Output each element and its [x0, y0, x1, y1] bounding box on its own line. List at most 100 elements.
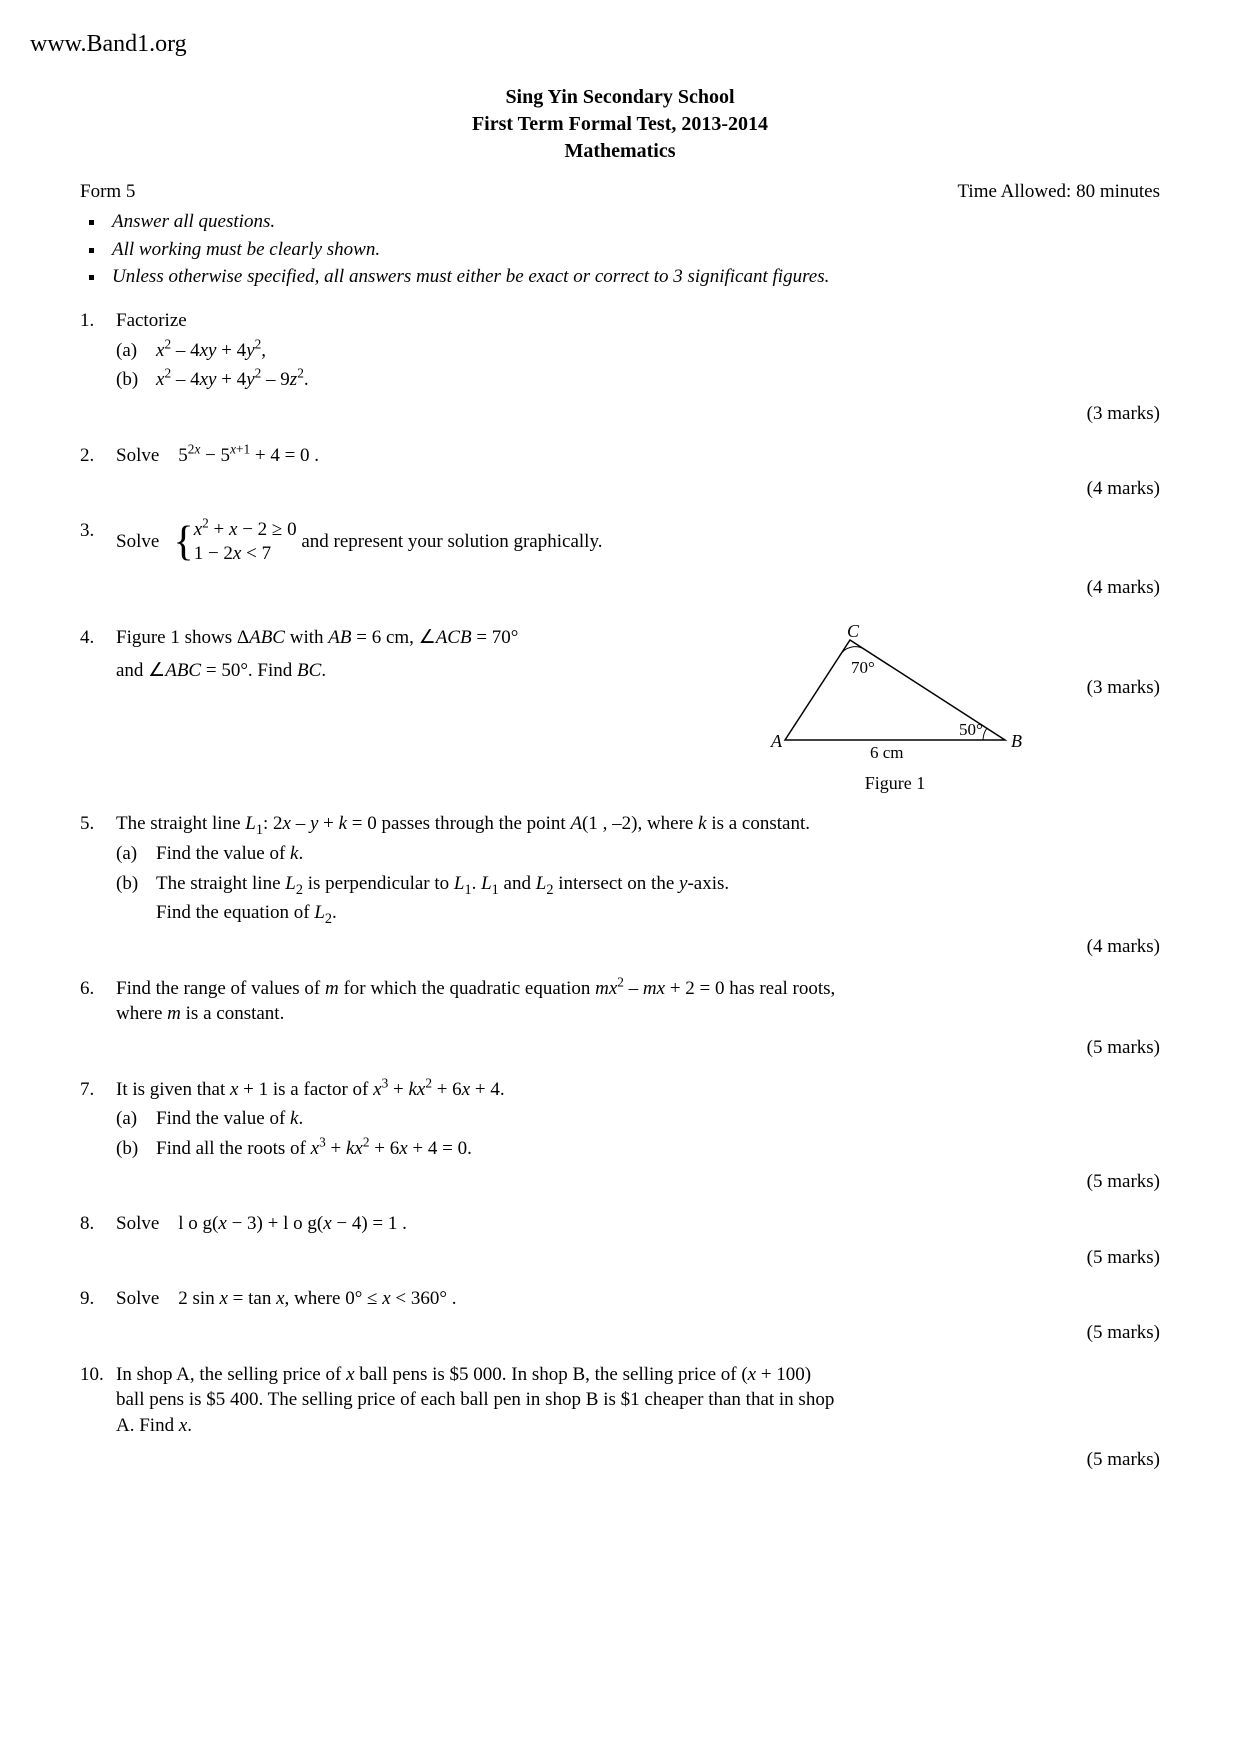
marks: (4 marks) — [80, 934, 1160, 960]
text: 2 sin — [178, 1288, 219, 1309]
question-9: 9. Solve 2 sin x = tan x, where 0° ≤ x <… — [80, 1286, 1160, 1312]
svg-text:C: C — [847, 625, 860, 641]
text: = 0 passes through the point — [347, 813, 570, 834]
header-school: Sing Yin Secondary School — [80, 84, 1160, 111]
text: where — [116, 1003, 167, 1024]
text: + 2 = 0 has real roots, — [665, 978, 835, 999]
text: l o g( — [178, 1213, 218, 1234]
text: ball pens is $5 000. In shop B, the sell… — [355, 1364, 748, 1385]
text: + 6 — [432, 1079, 462, 1100]
part-label: (a) — [116, 841, 156, 867]
exam-header: Sing Yin Secondary School First Term For… — [80, 84, 1160, 165]
text: = 50°. Find — [201, 660, 297, 681]
svg-text:6 cm: 6 cm — [870, 743, 904, 762]
header-subject: Mathematics — [80, 138, 1160, 165]
question-number: 5. — [80, 811, 116, 926]
text: ball pens is $5 400. The selling price o… — [116, 1387, 1160, 1413]
marks: (5 marks) — [80, 1447, 1160, 1473]
text: Find the equation of — [156, 902, 314, 923]
text: . — [472, 873, 482, 894]
marks: (5 marks) — [80, 1035, 1160, 1061]
question-body: Find the range of values of m for which … — [116, 976, 1160, 1027]
text: In shop A, the selling price of — [116, 1364, 346, 1385]
question-stem: Solve — [116, 445, 159, 466]
text: The straight line — [116, 813, 245, 834]
text: -axis. — [687, 873, 729, 894]
text: A. Find — [116, 1415, 179, 1436]
text: . — [298, 1108, 303, 1129]
text: = 70° — [472, 627, 519, 648]
question-body: Solve 2 sin x = tan x, where 0° ≤ x < 36… — [116, 1286, 1160, 1312]
text: (1 , –2), where — [582, 813, 698, 834]
question-6: 6. Find the range of values of m for whi… — [80, 976, 1160, 1027]
marks: (5 marks) — [80, 1320, 1160, 1346]
text: . — [298, 843, 303, 864]
text: , where 0° ≤ — [285, 1288, 383, 1309]
question-stem: Factorize — [116, 308, 1160, 334]
instruction-item: Answer all questions. — [106, 209, 1160, 235]
question-5: 5. The straight line L1: 2x – y + k = 0 … — [80, 811, 1160, 926]
question-4: 4. Figure 1 shows ΔABC with AB = 6 cm, ∠… — [80, 625, 1160, 796]
text: and — [499, 873, 536, 894]
part-expression: x2 – 4xy + 4y2 – 9z2. — [156, 367, 309, 393]
marks: (4 marks) — [80, 575, 1160, 601]
text: AB — [328, 627, 351, 648]
part-label: (b) — [116, 367, 156, 393]
part-label: (a) — [116, 1106, 156, 1132]
figure-1: 70° 50° C A B 6 cm Figure 1 — [760, 625, 1030, 796]
question-body: In shop A, the selling price of x ball p… — [116, 1362, 1160, 1439]
text: and ∠ — [116, 660, 165, 681]
question-number: 6. — [80, 976, 116, 1027]
question-text: The straight line L1: 2x – y + k = 0 pas… — [116, 811, 1160, 837]
question-number: 2. — [80, 443, 116, 469]
text: ABC — [249, 627, 285, 648]
text: Find the range of values of — [116, 978, 325, 999]
question-7: 7. It is given that x + 1 is a factor of… — [80, 1077, 1160, 1162]
part-label: (b) — [116, 1136, 156, 1162]
text: ACB — [436, 627, 472, 648]
text: + 4 = 0. — [408, 1138, 472, 1159]
question-number: 9. — [80, 1286, 116, 1312]
text: Find all the roots of — [156, 1138, 311, 1159]
question-stem: Solve — [116, 1288, 159, 1309]
part-label: (b) — [116, 871, 156, 926]
marks: (3 marks) — [1070, 625, 1160, 701]
question-body: Solve { x2 + x − 2 ≥ 0 1 − 2x < 7 and re… — [116, 518, 1160, 567]
text: + 100) — [756, 1364, 811, 1385]
question-10: 10. In shop A, the selling price of x ba… — [80, 1362, 1160, 1439]
text: – — [624, 978, 643, 999]
question-stem: Solve — [116, 531, 159, 552]
question-3: 3. Solve { x2 + x − 2 ≥ 0 1 − 2x < 7 and… — [80, 518, 1160, 567]
text: − 3) + l o g( — [227, 1213, 323, 1234]
question-number: 10. — [80, 1362, 116, 1439]
svg-text:70°: 70° — [851, 658, 875, 677]
text: = 6 cm, ∠ — [351, 627, 435, 648]
text: − 4) = 1 . — [332, 1213, 407, 1234]
part-text: Find the value of k. — [156, 841, 303, 867]
question-text: It is given that x + 1 is a factor of x3… — [116, 1077, 1160, 1103]
text: + — [388, 1079, 408, 1100]
text: – — [291, 813, 310, 834]
form-label: Form 5 — [80, 179, 135, 205]
text: Find the value of — [156, 1108, 290, 1129]
part-text: The straight line L2 is perpendicular to… — [156, 871, 729, 926]
question-text: Figure 1 shows ΔABC with AB = 6 cm, ∠ACB… — [116, 625, 720, 684]
text: Find the value of — [156, 843, 290, 864]
text: is a constant. — [707, 813, 810, 834]
text: + 1 is a factor of — [238, 1079, 373, 1100]
svg-text:B: B — [1011, 731, 1022, 751]
instruction-item: All working must be clearly shown. — [106, 237, 1160, 263]
text: . — [321, 660, 326, 681]
question-tail: and represent your solution graphically. — [301, 531, 602, 552]
svg-text:A: A — [770, 731, 783, 751]
text: intersect on the — [553, 873, 679, 894]
text: is a constant. — [181, 1003, 284, 1024]
question-number: 8. — [80, 1211, 116, 1237]
text: is perpendicular to — [303, 873, 454, 894]
question-body: Solve 52x − 5x+1 + 4 = 0 . — [116, 443, 1160, 469]
text: The straight line — [156, 873, 285, 894]
question-number: 3. — [80, 518, 116, 567]
text: Figure 1 shows Δ — [116, 627, 249, 648]
text: ABC — [165, 660, 201, 681]
question-1: 1. Factorize (a) x2 – 4xy + 4y2, (b) x2 … — [80, 308, 1160, 393]
